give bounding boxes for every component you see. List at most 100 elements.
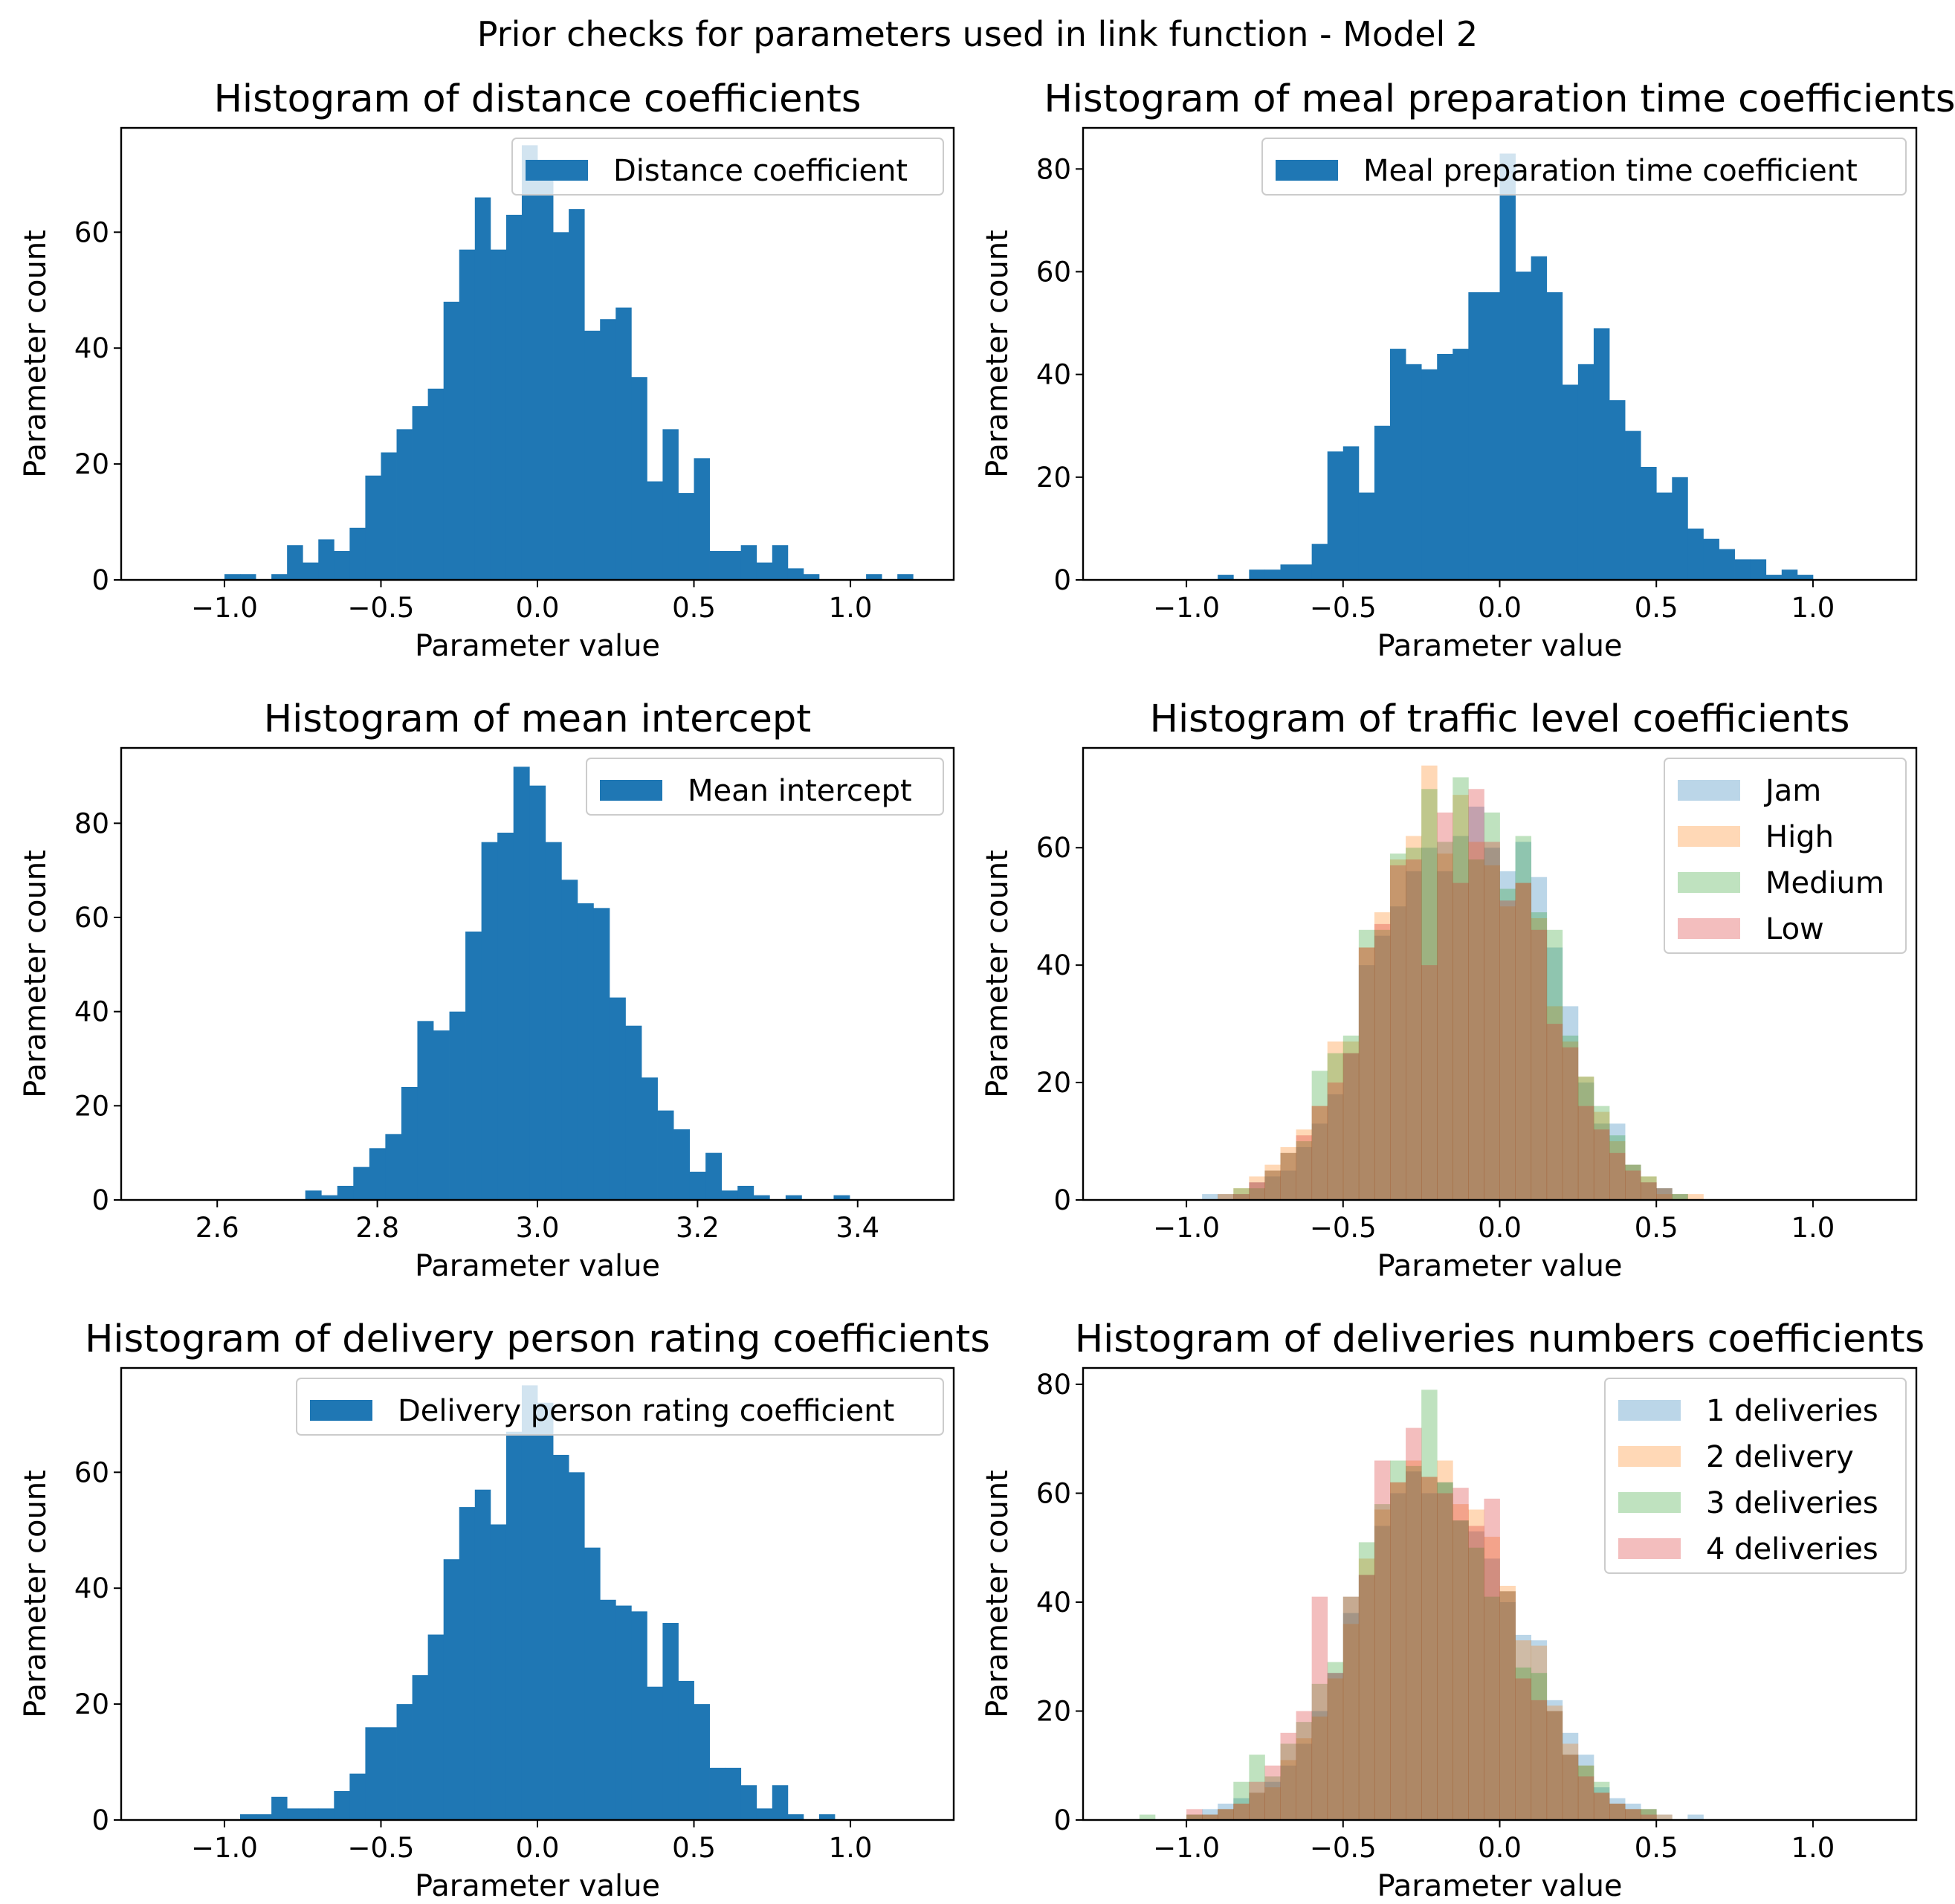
legend: Jam High Medium Low [1664,758,1907,954]
subplot-title: Histogram of mean intercept [264,697,812,741]
bar-1-deliveries [1531,1640,1548,1820]
bar-2-delivery [1421,1477,1438,1820]
bar-distance-coefficient [381,452,397,580]
x-axis-label: Parameter value [415,1869,660,1903]
bar-high [1484,865,1500,1200]
y-tick-label: 60 [74,216,109,248]
bar-meal-preparation-time-coefficient [1342,446,1360,580]
bar-delivery-person-rating-coefficient [678,1680,694,1820]
subplot-title: Histogram of deliveries numbers coeffici… [1075,1317,1925,1361]
bar-low [1437,812,1453,1200]
bar-high [1296,1129,1313,1200]
bar-1-deliveries [1264,1781,1281,1820]
x-tick-label: 0.5 [672,592,716,624]
x-tick-label: 0.5 [1635,1832,1678,1864]
bar-low [1249,1182,1265,1200]
bar-3-deliveries [1437,1482,1453,1820]
bar-mean-intercept [593,908,610,1200]
bar-medium [1437,842,1453,1200]
bar-mean-intercept [657,1110,674,1200]
legend-label: Distance coefficient [613,154,908,188]
legend-swatch [1618,1492,1681,1513]
bar-mean-intercept [369,1148,386,1200]
bar-2-delivery [1296,1738,1313,1820]
y-tick-label: 0 [1053,1804,1071,1836]
bar-1-deliveries [1233,1798,1250,1820]
bar-jam [1562,1006,1579,1200]
bar-medium [1452,777,1469,1200]
bar-low [1390,865,1406,1200]
bar-3-deliveries [1280,1743,1296,1820]
bar-distance-coefficient [474,197,491,580]
bar-high [1452,795,1469,1200]
x-tick-label: 1.0 [829,1832,873,1864]
bar-medium [1672,1194,1688,1200]
bar-mean-intercept [465,932,482,1200]
bar-meal-preparation-time-coefficient [1734,559,1751,580]
bar-2-delivery [1218,1809,1234,1820]
bar-4-deliveries [1468,1526,1484,1820]
bar-meal-preparation-time-coefficient [1625,430,1641,580]
histogram-bars [305,767,850,1200]
bar-4-deliveries [1296,1711,1313,1820]
bar-jam [1641,1182,1657,1200]
bar-high [1468,842,1484,1200]
bar-3-deliveries [1468,1547,1484,1820]
subplot-title: Histogram of distance coefficients [214,77,862,121]
y-tick-label: 80 [74,807,109,839]
bar-meal-preparation-time-coefficient [1484,292,1500,580]
bar-jam [1202,1194,1218,1200]
bar-medium [1625,1164,1641,1200]
bar-mean-intercept [753,1195,770,1200]
bar-medium [1406,848,1422,1200]
bar-distance-coefficient [224,574,241,580]
bar-2-delivery [1249,1792,1265,1820]
bar-mean-intercept [481,842,498,1200]
bar-medium [1656,1188,1673,1200]
legend-box [296,1378,944,1436]
bar-high [1311,1106,1328,1200]
x-tick-label: 3.2 [676,1212,720,1244]
bar-jam [1358,965,1375,1200]
bar-2-delivery [1577,1765,1594,1820]
bar-4-deliveries [1452,1488,1469,1820]
x-axis-label: Parameter value [1377,1869,1622,1903]
x-tick-label: 0.0 [516,1832,560,1864]
bar-4-deliveries [1233,1804,1250,1820]
bar-high [1546,1006,1563,1200]
bar-2-delivery [1358,1558,1375,1820]
bar-medium [1264,1170,1281,1200]
bar-low [1531,929,1548,1200]
bar-2-delivery [1390,1482,1406,1820]
bar-mean-intercept [642,1077,658,1200]
bar-delivery-person-rating-coefficient [381,1727,397,1820]
bar-low [1609,1152,1626,1200]
bar-3-deliveries [1327,1662,1344,1820]
legend-box [1604,1378,1907,1574]
bar-meal-preparation-time-coefficient [1765,575,1783,580]
bar-1-deliveries [1546,1700,1563,1820]
histogram-bars [240,1385,836,1820]
histogram-bars [1139,1390,1704,1820]
bar-low [1656,1188,1673,1200]
subplot-2: −1.0 −0.5 0.0 0.5 1.0 0 20 40 60 80 Histogram of m… [980,77,1955,663]
x-tick-label: 3.4 [836,1212,879,1244]
bar-2-delivery [1499,1586,1516,1820]
bar-4-deliveries [1202,1814,1218,1820]
y-tick-label: 40 [74,332,109,364]
y-tick-label: 0 [91,564,109,596]
bar-3-deliveries [1311,1683,1328,1820]
bar-mean-intercept [353,1166,370,1200]
x-tick-label: 1.0 [1791,592,1835,624]
bar-3-deliveries [1452,1520,1469,1820]
bar-1-deliveries [1609,1798,1626,1820]
x-tick-label: −0.5 [1310,592,1377,624]
bar-low [1358,947,1375,1200]
y-tick-label: 40 [1036,359,1071,391]
bar-2-delivery [1531,1645,1548,1820]
bar-high [1406,836,1422,1200]
y-axis-label: Parameter count [980,230,1015,478]
bar-delivery-person-rating-coefficient [303,1808,319,1820]
bar-delivery-person-rating-coefficient [772,1785,789,1820]
bar-4-deliveries [1515,1678,1532,1820]
